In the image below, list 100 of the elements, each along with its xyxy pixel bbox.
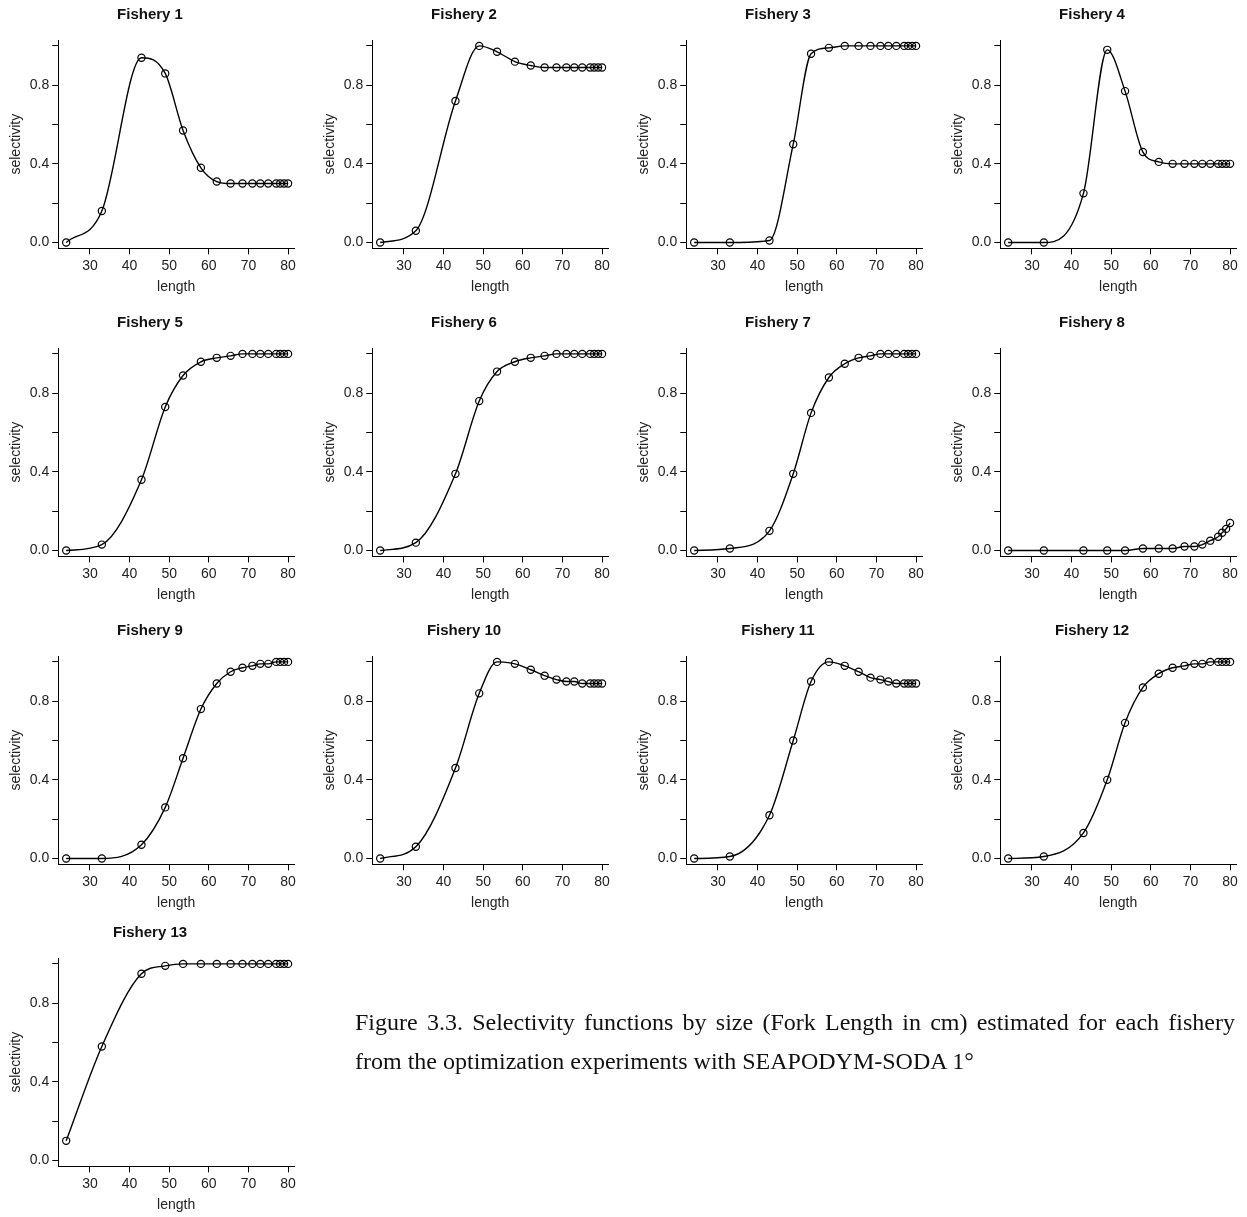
x-tick-label: 70 xyxy=(868,564,885,581)
point xyxy=(725,852,735,861)
point xyxy=(283,179,293,188)
point xyxy=(161,402,170,412)
point xyxy=(1103,45,1112,55)
y-tick-label: 0.8 xyxy=(29,994,50,1011)
point xyxy=(876,349,885,359)
point xyxy=(411,538,421,547)
point xyxy=(475,396,484,406)
y-tick-label: 0.4 xyxy=(343,154,364,171)
point xyxy=(578,63,587,72)
point xyxy=(97,540,107,549)
point xyxy=(451,96,460,106)
x-tick-label: 80 xyxy=(908,256,925,273)
x-tick-label: 80 xyxy=(280,872,297,889)
point xyxy=(725,238,735,247)
point xyxy=(892,679,901,688)
point xyxy=(765,526,774,536)
x-tick-label: 40 xyxy=(435,872,452,889)
point xyxy=(196,163,206,172)
point xyxy=(411,842,421,851)
point xyxy=(137,475,146,484)
point xyxy=(226,351,235,361)
point xyxy=(1039,238,1049,247)
point xyxy=(1180,661,1189,671)
y-tick-label: 0.4 xyxy=(971,770,992,787)
point xyxy=(248,959,257,969)
point xyxy=(510,57,520,66)
x-tick-label: 80 xyxy=(1222,564,1239,581)
x-tick-label: 80 xyxy=(1222,256,1239,273)
point xyxy=(238,349,247,359)
chart-title: Fishery 3 xyxy=(745,5,811,23)
point xyxy=(552,675,561,684)
point xyxy=(212,353,221,363)
point xyxy=(597,63,607,72)
point xyxy=(1079,189,1088,198)
x-tick-label: 70 xyxy=(1182,256,1199,273)
x-tick-label: 80 xyxy=(280,256,297,273)
point xyxy=(899,679,909,688)
y-tick-label: 0.8 xyxy=(657,384,678,401)
x-tick-label: 30 xyxy=(82,1174,98,1191)
point xyxy=(279,657,289,667)
point xyxy=(911,679,921,688)
point xyxy=(589,63,599,72)
point xyxy=(178,126,188,135)
point xyxy=(526,353,535,363)
point xyxy=(161,961,170,971)
point xyxy=(1003,854,1013,863)
point xyxy=(264,179,273,188)
point xyxy=(161,803,170,812)
point xyxy=(256,659,265,669)
x-tick-label: 60 xyxy=(829,872,845,889)
x-tick-label: 40 xyxy=(121,564,138,581)
point xyxy=(161,69,170,78)
x-tick-label: 50 xyxy=(475,872,492,889)
point xyxy=(1225,518,1235,528)
x-tick-label: 50 xyxy=(161,872,178,889)
y-tick-label: 0.0 xyxy=(343,849,364,866)
point xyxy=(256,179,265,188)
point xyxy=(248,179,257,188)
point xyxy=(61,1136,71,1146)
x-axis-title: length xyxy=(157,894,196,911)
point xyxy=(1168,159,1177,169)
point xyxy=(264,659,273,669)
x-tick-label: 40 xyxy=(121,1174,138,1191)
x-tick-label: 60 xyxy=(515,256,531,273)
y-tick-label: 0.4 xyxy=(343,462,364,479)
y-axis-title: selectivity xyxy=(321,113,338,175)
x-tick-label: 80 xyxy=(908,564,925,581)
point xyxy=(789,736,798,745)
x-tick-label: 70 xyxy=(240,564,257,581)
point xyxy=(866,351,875,361)
y-tick-label: 0.4 xyxy=(29,154,50,171)
y-axis-title: selectivity xyxy=(321,421,338,483)
x-tick-label: 40 xyxy=(435,256,452,273)
x-tick-label: 80 xyxy=(280,564,297,581)
x-tick-label: 30 xyxy=(710,256,726,273)
point xyxy=(540,63,549,72)
x-axis-title: length xyxy=(157,1196,196,1213)
point xyxy=(689,854,699,863)
point xyxy=(271,349,281,359)
point xyxy=(911,349,921,359)
x-axis-title: length xyxy=(471,586,510,603)
point xyxy=(884,349,893,359)
point xyxy=(256,349,265,359)
x-tick-label: 30 xyxy=(396,872,412,889)
y-tick-label: 0.0 xyxy=(657,849,678,866)
y-tick-label: 0.8 xyxy=(343,76,364,93)
x-axis-title: length xyxy=(785,586,824,603)
x-tick-label: 50 xyxy=(475,256,492,273)
y-tick-label: 0.0 xyxy=(971,233,992,250)
x-tick-label: 60 xyxy=(201,564,217,581)
point xyxy=(61,238,71,247)
point xyxy=(1225,159,1235,169)
chart-title: Fishery 7 xyxy=(745,313,811,331)
y-tick-label: 0.8 xyxy=(971,384,992,401)
point xyxy=(1154,544,1163,553)
point xyxy=(589,349,599,359)
point xyxy=(854,353,863,363)
point xyxy=(1154,669,1163,678)
